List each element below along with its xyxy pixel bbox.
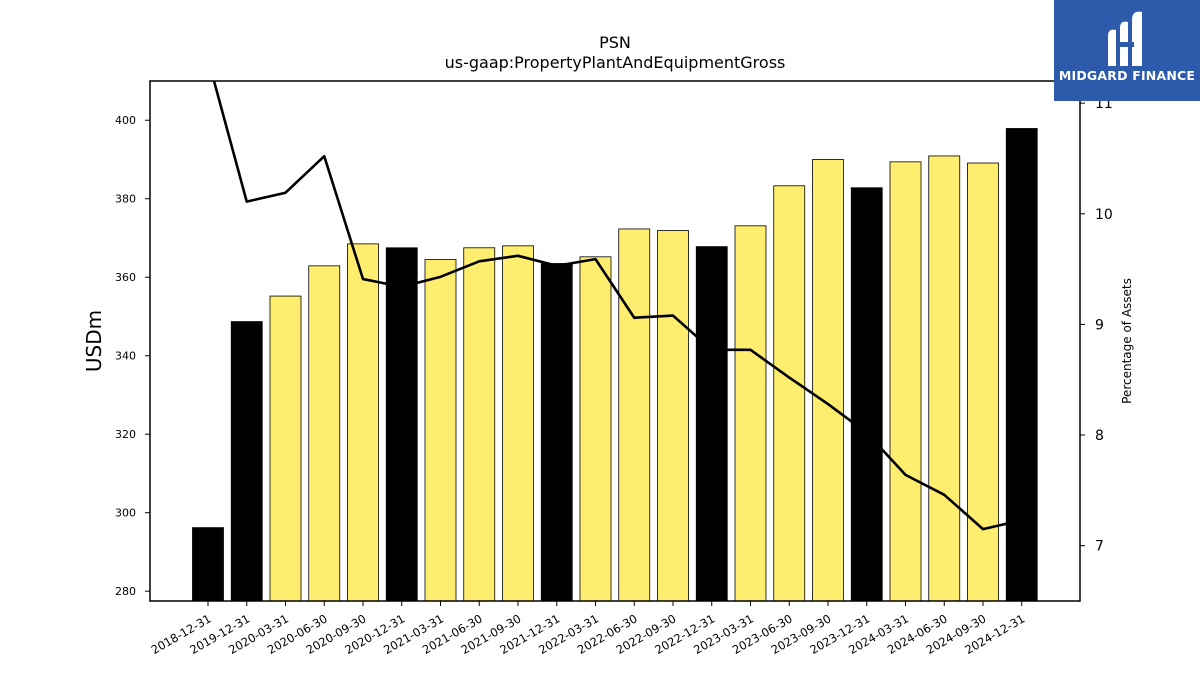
midgard-logo-icon — [1108, 11, 1142, 66]
y2-tick-label: 9 — [1095, 317, 1104, 333]
bar-2020-09-30 — [347, 243, 379, 602]
y2-tick-label: 7 — [1095, 539, 1104, 555]
y2-tick-label: 10 — [1095, 207, 1113, 223]
bar-2024-06-30 — [928, 155, 961, 602]
bar-2023-06-30 — [773, 185, 806, 602]
bar-2020-03-31 — [269, 295, 302, 602]
logo-text: MIDGARD FINANCE — [1058, 68, 1196, 83]
y-axis-ticks: 280 300 320 340 360 380 400 — [115, 114, 150, 598]
bar-2024-09-30 — [967, 162, 999, 602]
y-tick-label: 360 — [115, 271, 136, 284]
line-series — [212, 81, 1023, 531]
bar-series — [192, 128, 1038, 602]
bar-2020-06-30 — [308, 265, 341, 602]
y-tick-label: 300 — [115, 507, 136, 520]
bar-2020-12-31 — [385, 247, 418, 602]
bar-2023-03-31 — [734, 225, 767, 602]
y-axis-label: USDm — [82, 310, 106, 372]
percentage-line — [212, 81, 1023, 531]
bar-2022-09-30 — [657, 230, 689, 602]
plot-frame — [149, 80, 1081, 602]
bar-2019-12-31 — [230, 321, 263, 602]
y-tick-label: 320 — [115, 428, 136, 441]
y2-tick-label: 8 — [1095, 428, 1104, 444]
bar-2024-12-31 — [1005, 128, 1038, 602]
y2-axis-label: Percentage of Assets — [1120, 278, 1134, 404]
y-tick-label: 340 — [115, 350, 136, 363]
bar-2024-03-31 — [889, 161, 922, 602]
bar-2022-12-31 — [695, 246, 728, 602]
y-tick-label: 380 — [115, 193, 136, 206]
bar-2021-12-31 — [540, 263, 573, 602]
bar-2022-03-31 — [579, 256, 612, 602]
chart-title: PSN — [599, 33, 631, 52]
bar-2021-03-31 — [424, 259, 457, 602]
bar-2018-12-31 — [192, 527, 224, 602]
chart-subtitle: us-gaap:PropertyPlantAndEquipmentGross — [445, 53, 786, 72]
bar-2021-06-30 — [463, 247, 496, 602]
y-tick-label: 400 — [115, 114, 136, 127]
bar-2023-12-31 — [850, 187, 883, 602]
midgard-finance-logo: MIDGARD FINANCE — [1054, 0, 1200, 101]
bar-2021-09-30 — [502, 245, 534, 602]
bar-2023-09-30 — [812, 159, 844, 602]
x-axis-ticks: 2018-12-312019-12-312020-03-312020-06-30… — [149, 601, 1027, 657]
bar-2022-06-30 — [618, 228, 651, 602]
y-tick-label: 280 — [115, 585, 136, 598]
